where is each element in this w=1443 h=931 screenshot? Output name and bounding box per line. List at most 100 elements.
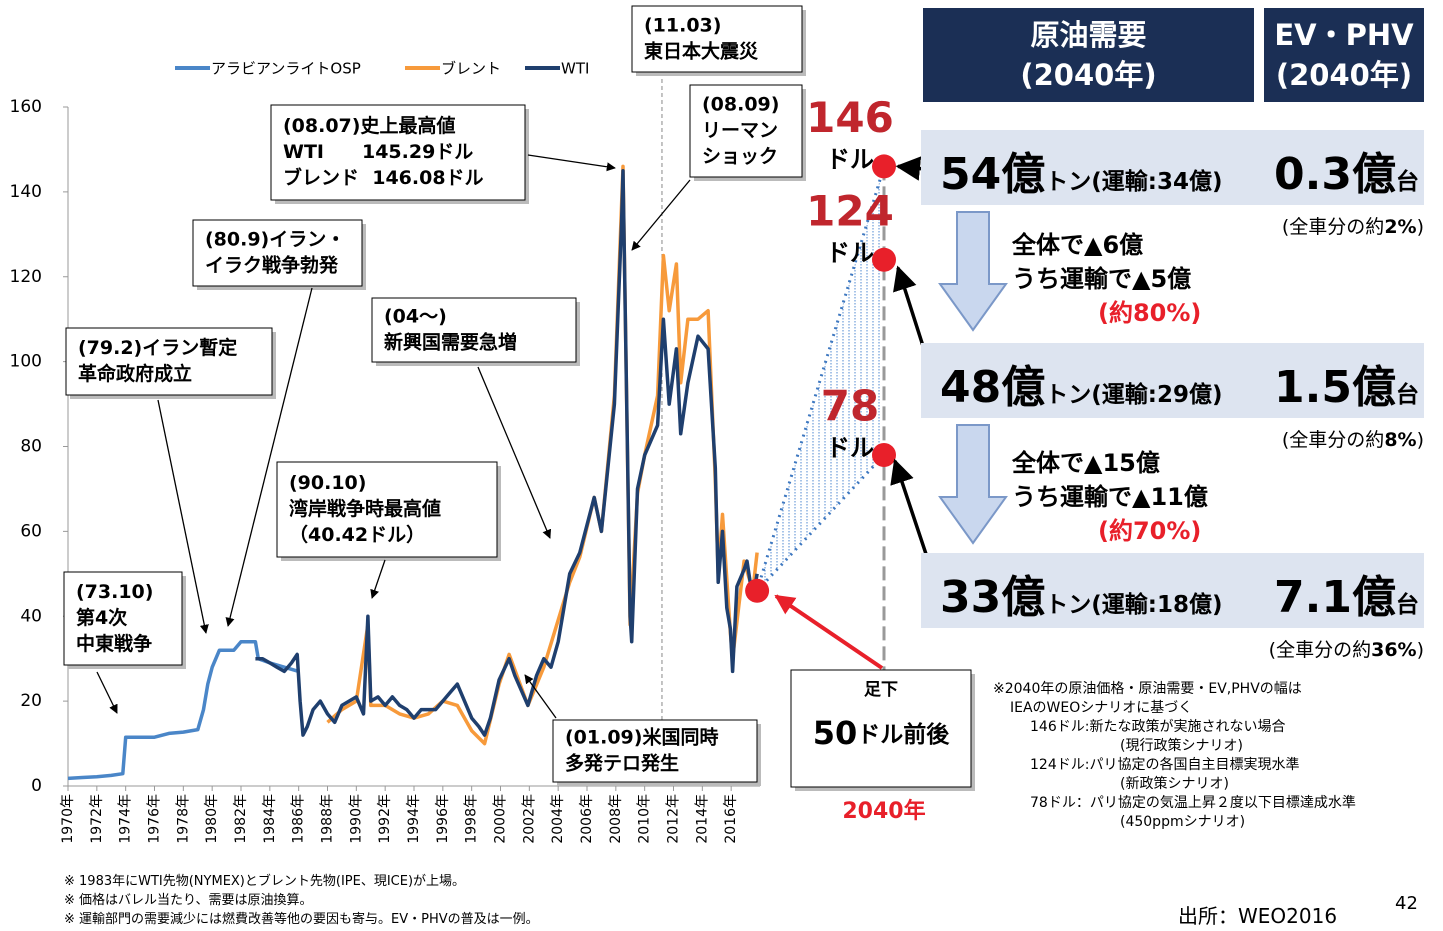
header-demand: 原油需要 (2040年) [923,8,1254,102]
x-tick-label: 1986年 [291,794,307,844]
scenario-unit: ドル [826,239,874,267]
x-tick-label: 1976年 [147,794,163,844]
x-tick-label: 2000年 [493,794,509,844]
annotation-text: (01.09)米国同時 [565,726,718,749]
annotation-arrow [225,287,313,627]
x-tick-label: 2016年 [723,794,739,844]
current-label: 足下 [864,680,898,700]
annotation-text: (08.07)史上最高値 [283,114,455,137]
x-tick-label: 2004年 [550,794,566,844]
current-number: 50 [813,714,858,752]
demand: 48億トン(運輸:29億) [940,351,1222,415]
scenario-value: 146 [806,93,894,142]
x-tick-label: 1980年 [204,794,220,844]
x-tick-label: 2002年 [521,794,537,844]
scenario-value: 78 [821,381,879,430]
method-note: 78ドル：パリ協定の気温上昇２度以下目標達成水準 [1030,795,1356,811]
annotation-arrow [157,399,209,634]
note-value: 8% [1384,429,1417,451]
method-note: IEAのWEOシナリオに基づく [1010,700,1193,716]
change-transport: うち運輸で▲11億 [1012,483,1208,511]
demand-unit: トン(運輸:29億) [1045,382,1223,408]
note-text: (全車分の約 [1268,639,1372,661]
x-tick-label: 1988年 [320,794,336,844]
current-box [790,669,972,788]
method-note: (450ppmシナリオ) [1120,814,1246,830]
row-bg [921,553,1424,628]
demand: 33億トン(運輸:18億) [940,561,1222,625]
demand-value: 54億 [940,149,1046,200]
annotation-arrow [524,674,557,719]
note-text: (全車分の約 [1281,216,1385,238]
series-line [67,639,300,781]
change-total: 全体で▲6億 [1012,231,1144,259]
annotation-arrow [96,671,118,714]
current-dot [745,578,770,603]
x-tick-label: 1978年 [175,794,191,844]
ev-unit: 台 [1395,169,1419,195]
ev: 7.1億台 [1274,561,1419,625]
x-tick-label: 1996年 [435,794,451,844]
projection-edge [756,453,886,592]
change-transport: うち運輸で▲5億 [1012,265,1192,293]
annotation-box [63,571,183,666]
header-line: (2040年) [1275,58,1413,92]
current-unit: ドル前後 [857,721,950,748]
note-value: 36% [1371,639,1417,661]
row-bg [921,130,1424,205]
footnote: ※ 価格はバレル当たり、需要は原油換算。 [64,893,313,908]
ev-value: 7.1億 [1274,572,1396,623]
annotation-text: 革命政府成立 [78,362,192,385]
share-note: (全車分の約2%) [1282,212,1424,239]
annotation-text: 東日本大震災 [644,40,759,63]
scenario-arrow [890,458,932,567]
change-share: (約80%) [1098,299,1202,327]
annotation-text: イラク戦争勃発 [205,254,339,277]
y-tick-label: 40 [20,606,42,626]
x-tick-label: 1998年 [464,794,480,844]
current-arrow [774,594,884,670]
down-arrow [938,424,1008,545]
y-tick-label: 160 [10,97,42,117]
annotation-text: (80.9)イラン・ [205,229,345,251]
annotation-text: (11.03) [644,15,721,37]
annotation-text: (79.2)イラン暫定 [78,336,237,359]
annotation-box [552,719,758,783]
note-value: 2% [1384,216,1417,238]
source: 出所：WEO2016 [1178,904,1338,928]
note-text: (全車分の約 [1281,429,1385,451]
demand: 54億トン(運輸:34億) [940,138,1222,202]
method-note: (新政策シナリオ) [1120,776,1229,792]
note-text: ) [1416,429,1424,451]
annotation-text: WTI 145.29ドル [283,141,473,163]
share-note: (全車分の約8%) [1282,425,1424,452]
row-bg [921,343,1424,418]
page-number: 42 [1395,893,1418,914]
x-tick-label: 1972年 [89,794,105,844]
y-tick-label: 140 [10,182,42,202]
ev: 0.3億台 [1274,138,1419,202]
ev-unit: 台 [1395,382,1419,408]
annotation-box [371,297,577,363]
annotation-text: ショック [702,146,778,168]
method-note: 124ドル:パリ協定の各国自主目標実現水準 [1030,757,1300,773]
demand-unit: トン(運輸:34億) [1045,169,1223,195]
annotation-arrow [527,154,616,172]
note-text: ) [1416,216,1424,238]
x-tick-label: 1982年 [233,794,249,844]
series-line [255,168,759,737]
scenario-unit: ドル [826,145,874,173]
change-total: 全体で▲15億 [1012,449,1160,477]
header-line: (2040年) [1020,58,1157,92]
annotation-arrow [631,179,691,251]
y-tick-label: 60 [20,521,42,541]
annotation-box [270,104,526,201]
ev-value: 0.3億 [1274,149,1396,200]
x-tick-label: 2008年 [608,794,624,844]
x-tick-label: 1984年 [262,794,278,844]
annotation-arrow [477,366,552,539]
x-tick-label: 2010年 [637,794,653,844]
y-tick-label: 0 [31,776,42,796]
y-tick-label: 100 [10,352,42,372]
